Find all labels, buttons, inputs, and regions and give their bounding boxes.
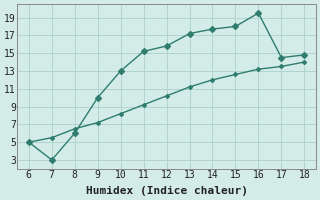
X-axis label: Humidex (Indice chaleur): Humidex (Indice chaleur) xyxy=(85,186,248,196)
